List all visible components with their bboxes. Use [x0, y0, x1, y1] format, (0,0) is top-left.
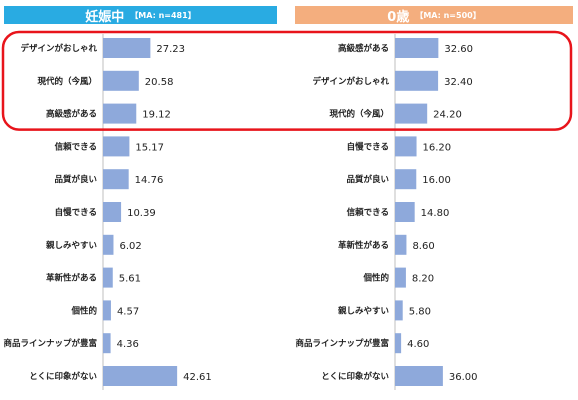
right-value-label: 24.20	[433, 110, 462, 121]
left-bar	[103, 70, 139, 91]
right-value-label: 8.20	[412, 274, 434, 285]
left-value-label: 4.57	[117, 306, 139, 317]
left-chart-title: 妊娠中	[85, 9, 125, 25]
left-bar	[103, 267, 113, 288]
left-bar	[103, 234, 114, 255]
left-category-label: 自慢できる	[55, 207, 97, 218]
left-bar	[103, 38, 151, 58]
left-bar	[103, 300, 111, 321]
left-bar	[103, 366, 178, 386]
left-value-label: 4.36	[117, 339, 139, 350]
left-value-label: 10.39	[127, 208, 156, 219]
right-bar	[395, 333, 402, 354]
right-category-label: 現代的（今風）	[329, 109, 389, 120]
left-category-label: 革新性がある	[46, 273, 97, 284]
right-category-label: 親しみやすい	[338, 305, 389, 316]
right-chart-header: 0歳 【MA: n=500】	[295, 6, 573, 25]
left-category-label: 現代的（今風）	[37, 76, 97, 87]
right-category-label: 商品ラインナップが豊富	[295, 338, 389, 349]
left-category-label: 商品ラインナップが豊富	[3, 338, 97, 349]
top-three-highlight-frame	[1, 30, 573, 131]
right-category-label: 自慢できる	[347, 141, 389, 152]
right-category-label: 革新性がある	[338, 240, 389, 251]
right-chart-title: 0歳	[387, 9, 410, 25]
right-bar	[395, 234, 407, 255]
right-category-label: とくに印象がない	[321, 371, 389, 382]
right-value-label: 5.80	[409, 306, 431, 317]
left-bar	[103, 333, 111, 354]
left-chart-subtitle: 【MA: n=481】	[130, 10, 196, 20]
right-category-label: 品質が良い	[346, 174, 389, 185]
left-category-label: 高級感がある	[46, 109, 97, 120]
right-value-label: 32.60	[444, 44, 473, 55]
left-value-label: 19.12	[142, 110, 171, 121]
right-category-label: 個性的	[362, 273, 389, 284]
left-value-label: 15.17	[135, 142, 164, 153]
left-value-label: 20.58	[145, 77, 174, 88]
right-value-label: 36.00	[449, 372, 478, 383]
left-value-label: 42.61	[183, 372, 212, 383]
right-value-label: 32.40	[444, 77, 473, 88]
right-bar	[395, 136, 417, 157]
left-bar	[103, 202, 122, 222]
left-category-label: デザインがおしゃれ	[20, 43, 97, 54]
left-value-label: 27.23	[156, 44, 185, 55]
right-bar	[395, 300, 403, 321]
right-bar	[395, 38, 439, 58]
left-category-label: 品質が良い	[54, 174, 97, 185]
right-category-label: 高級感がある	[338, 43, 389, 54]
left-category-label: とくに印象がない	[29, 371, 97, 382]
right-value-label: 4.60	[407, 339, 429, 350]
left-chart-header: 妊娠中 【MA: n=481】	[4, 6, 277, 25]
right-bar	[395, 366, 443, 386]
left-value-label: 14.76	[135, 175, 164, 186]
left-value-label: 6.02	[119, 241, 141, 252]
left-category-label: 個性的	[70, 305, 97, 316]
right-bar	[395, 169, 417, 190]
left-category-label: 信頼できる	[55, 141, 97, 152]
left-category-label: 親しみやすい	[46, 240, 97, 251]
right-bar	[395, 267, 406, 288]
right-value-label: 16.00	[422, 175, 451, 186]
right-category-label: デザインがおしゃれ	[312, 76, 389, 87]
left-value-label: 5.61	[119, 274, 141, 285]
left-bar	[103, 136, 130, 157]
right-category-label: 信頼できる	[347, 207, 389, 218]
right-bar	[395, 103, 428, 124]
right-value-label: 16.20	[423, 142, 452, 153]
right-chart-subtitle: 【MA: n=500】	[415, 10, 481, 20]
right-bar	[395, 70, 439, 91]
right-value-label: 8.60	[412, 241, 434, 252]
left-bar	[103, 169, 129, 190]
left-bar	[103, 103, 137, 124]
right-bar	[395, 202, 415, 222]
right-value-label: 14.80	[421, 208, 450, 219]
